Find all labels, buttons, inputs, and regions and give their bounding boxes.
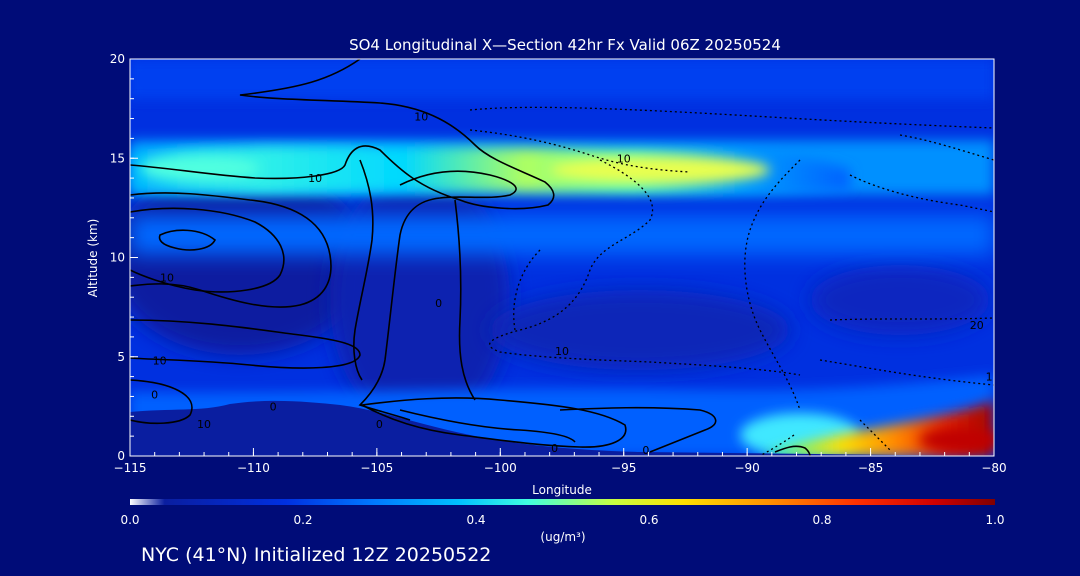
contour-label: 0 xyxy=(270,400,277,413)
dotted-contours xyxy=(469,106,994,456)
contour-label: 10 xyxy=(153,355,167,368)
colorbar-gradient xyxy=(130,499,995,505)
chart-title: SO4 Longitudinal X—Section 42hr Fx Valid… xyxy=(349,36,781,54)
contour-label: 10 xyxy=(617,152,631,165)
contour-label: 10 xyxy=(197,418,211,431)
x-axis: −115 −110 −105 −100 −95 −90 −85 −80 xyxy=(114,448,1007,475)
y-tick-label: 5 xyxy=(117,350,125,364)
x-tick-label: −85 xyxy=(858,461,883,475)
contour-label: 0 xyxy=(642,444,649,457)
colorbar-ticks: 0.0 0.2 0.4 0.6 0.8 1.0 xyxy=(120,513,1004,527)
contour-label: 0 xyxy=(376,418,383,431)
colorbar-tick-label: 0.4 xyxy=(466,513,485,527)
contour-label: 0 xyxy=(435,297,442,310)
contour-label: 10 xyxy=(160,271,174,284)
y-axis: 0 5 10 15 20 xyxy=(110,52,138,463)
y-tick-label: 0 xyxy=(117,449,125,463)
colorbar-tick-label: 1.0 xyxy=(985,513,1004,527)
contour-labels: 10 10 0 10 0 10 0 0 10 10 10 0 0 20 1 xyxy=(151,111,993,457)
x-tick-label: −105 xyxy=(360,461,393,475)
plot-area: 10 10 0 10 0 10 0 0 10 10 10 0 0 20 1 xyxy=(130,59,994,457)
x-tick-label: −100 xyxy=(484,461,517,475)
x-tick-label: −80 xyxy=(981,461,1006,475)
colorbar-tick-label: 0.2 xyxy=(293,513,312,527)
colorbar-tick-label: 0.0 xyxy=(120,513,139,527)
contour-label: 0 xyxy=(551,442,558,455)
y-axis-label: Altitude (km) xyxy=(86,219,100,298)
footer-caption: NYC (41°N) Initialized 12Z 20250522 xyxy=(141,544,491,566)
contour-label: 10 xyxy=(555,345,569,358)
x-tick-label: −95 xyxy=(611,461,636,475)
x-axis-label: Longitude xyxy=(532,483,592,497)
y-tick-label: 15 xyxy=(110,151,125,165)
solid-contours xyxy=(130,59,811,456)
contour-label: 1 xyxy=(986,371,993,384)
colorbar-tick-label: 0.8 xyxy=(812,513,831,527)
contour-label: 10 xyxy=(414,111,428,124)
y-tick-label: 20 xyxy=(110,52,125,66)
y-tick-label: 10 xyxy=(110,251,125,265)
colorbar-units: (ug/m³) xyxy=(540,530,585,544)
x-tick-label: −115 xyxy=(114,461,147,475)
x-tick-label: −90 xyxy=(734,461,759,475)
contour-label: 0 xyxy=(151,388,158,401)
colorbar-tick-label: 0.6 xyxy=(639,513,658,527)
contour-label: 20 xyxy=(970,319,984,332)
contour-label: 10 xyxy=(308,172,322,185)
x-tick-label: −110 xyxy=(237,461,270,475)
colorbar: 0.0 0.2 0.4 0.6 0.8 1.0 (ug/m³) xyxy=(120,499,1005,544)
